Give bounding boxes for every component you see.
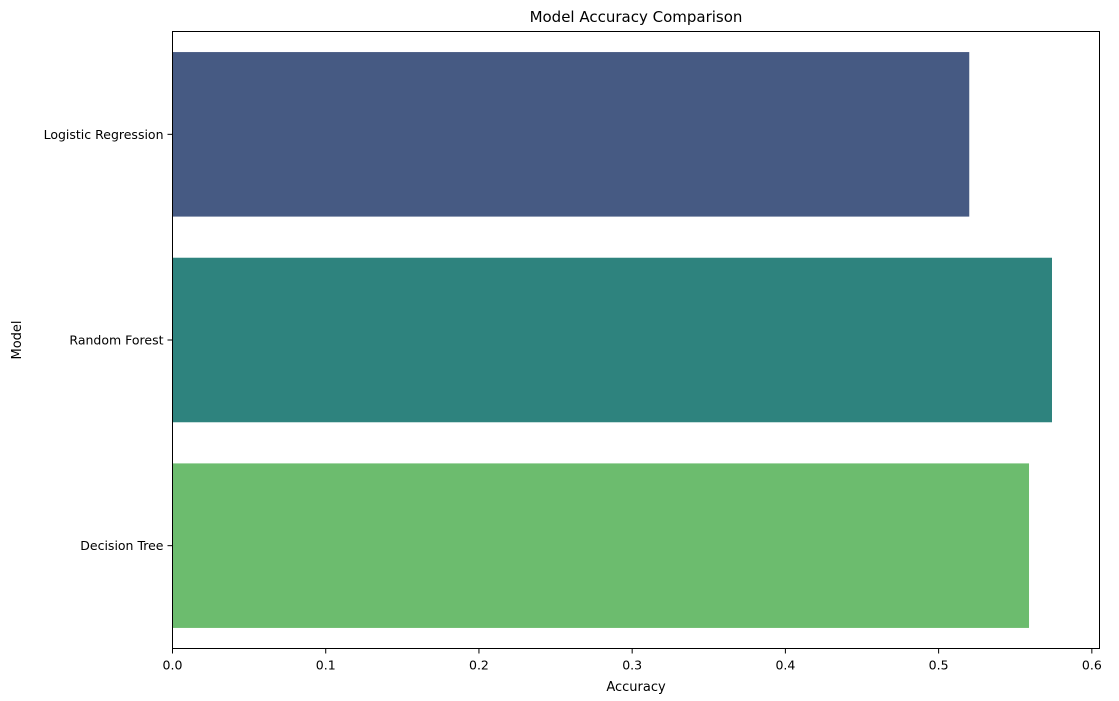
y-tick-label: Random Forest <box>69 333 163 348</box>
bars-group <box>172 52 1053 628</box>
x-tick-label: 0.6 <box>1082 658 1102 673</box>
y-axis-ticks: Logistic Regression Random Forest Decision… <box>44 127 173 553</box>
bar-random-forest <box>172 257 1053 423</box>
x-tick-label: 0.1 <box>316 658 336 673</box>
x-tick-label: 0.5 <box>929 658 949 673</box>
bar-logistic-regression <box>172 52 970 217</box>
y-tick-label: Decision Tree <box>80 538 164 553</box>
x-tick-label: 0.4 <box>775 658 795 673</box>
x-axis-label: Accuracy <box>606 680 666 695</box>
x-tick-label: 0.0 <box>163 658 183 673</box>
x-axis-ticks: 0.0 0.1 0.2 0.3 0.4 0.5 0.6 <box>163 648 1102 673</box>
y-axis-label: Model <box>10 320 25 359</box>
x-tick-label: 0.3 <box>622 658 642 673</box>
y-tick-label: Logistic Regression <box>44 127 164 142</box>
plot-area-frame <box>172 31 1100 649</box>
x-tick-label: 0.2 <box>469 658 489 673</box>
bar-decision-tree <box>172 463 1030 628</box>
chart-title: Model Accuracy Comparison <box>530 8 743 26</box>
